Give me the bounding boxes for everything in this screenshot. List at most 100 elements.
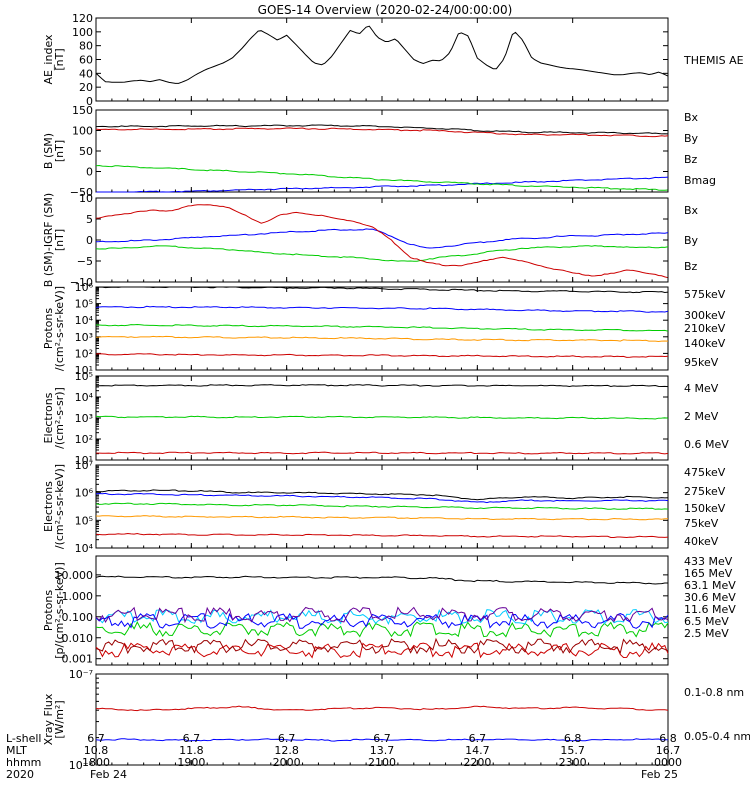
y-tick-label: 5 <box>86 213 93 226</box>
legend-entry: 150keV <box>684 502 726 515</box>
y-tick-label: −10 <box>70 276 93 289</box>
panel-protons1: 10¹ 10² 10³ 10⁴ 10⁵ 10⁶ Protons/(cm²-s-sr-keV)… <box>42 281 726 377</box>
legend-entry: 475keV <box>684 466 726 479</box>
y-tick-label: 0.001 <box>62 653 94 666</box>
series-line-30-6-mev <box>95 620 669 638</box>
y-tick-label: 10³ <box>75 412 93 425</box>
y-tick-label: 10⁵ <box>75 370 93 383</box>
panel-frame <box>95 197 669 283</box>
y-tick-label: 10² <box>75 433 93 446</box>
x-tick-label-lshell: 6.7 <box>469 732 487 745</box>
legend-entry: 2 MeV <box>684 410 719 423</box>
y-axis-label: AE_index <box>42 34 55 85</box>
y-axis-label: [nT] <box>53 140 66 162</box>
y-tick-label: 10¹ <box>75 454 93 467</box>
y-tick-label: 10⁴ <box>75 542 94 555</box>
legend-entry: 6.5 MeV <box>684 615 729 628</box>
y-tick-label: 40 <box>79 67 93 80</box>
y-tick-label: 100 <box>72 125 93 138</box>
x-tick-label-lshell: 6.7 <box>183 732 201 745</box>
y-tick-label: 10⁷ <box>75 459 93 472</box>
legend-entry: By <box>684 132 699 145</box>
legend-entry: 63.1 MeV <box>684 579 736 592</box>
series-line-40kev <box>95 532 669 539</box>
panel-electrons2: 10⁴ 10⁵ 10⁶ 10⁷ Electrons/(cm²-s-sr-keV)] 475… <box>42 459 726 555</box>
series-line-275kev <box>95 492 669 504</box>
series-line-75kev <box>95 515 669 521</box>
y-axis-label: Xray Flux <box>42 693 55 745</box>
x-tick-label-mlt: 13.7 <box>370 744 395 757</box>
legend-entry: 575keV <box>684 288 726 301</box>
series-line-bx <box>95 228 669 249</box>
legend-entry: 30.6 MeV <box>684 591 736 604</box>
series-line-95kev <box>95 353 669 358</box>
y-tick-label: 0 <box>86 234 93 247</box>
series-line-0-6-mev <box>96 451 669 455</box>
y-tick-label: 10³ <box>75 331 93 344</box>
x-tick-label-mlt: 15.7 <box>560 744 585 757</box>
y-axis-label: Protons <box>42 308 55 349</box>
y-tick-label: 60 <box>79 54 93 67</box>
y-tick-label: −50 <box>70 186 93 199</box>
panel-bigrf: −10 −5 0 5 10 B (SM)-IGRF (SM)[nT] Bx By Bz <box>42 192 699 289</box>
y-tick-label: 10⁻⁷ <box>69 668 93 681</box>
x-tick-label-lshell: 6.7 <box>87 732 105 745</box>
series-line-0-1-0-8-nm <box>95 705 669 712</box>
series-line-bz <box>95 204 669 279</box>
y-tick-label: 10.000 <box>55 569 94 582</box>
legend-entry: 40keV <box>684 535 719 548</box>
x-axis-row-label: L-shell <box>6 732 42 745</box>
x-tick-label-lshell: 6.7 <box>278 732 296 745</box>
panel-protons2: 0.001 0.010 0.100 1.000 10.000Protons[p/(cm²… <box>42 555 736 666</box>
panel-frame <box>95 375 669 461</box>
series-line-bz <box>95 127 669 138</box>
y-axis-label: [W/m²] <box>53 700 66 738</box>
y-tick-label: 0.100 <box>62 611 94 624</box>
legend-entry: 0.1-0.8 nm <box>684 686 744 699</box>
legend-entry: 433 MeV <box>684 555 733 568</box>
series-line-themis-ae <box>95 25 669 84</box>
legend-entry: 275keV <box>684 485 726 498</box>
legend-entry: 210keV <box>684 322 726 335</box>
legend-entry: THEMIS AE <box>683 54 744 67</box>
y-axis-label: Electrons <box>42 481 55 532</box>
x-tick-label-mlt: 14.7 <box>465 744 490 757</box>
legend-entry: Bmag <box>684 174 716 187</box>
panel-electrons1: 10¹ 10² 10³ 10⁴ 10⁵ Electrons/(cm²-s-sr)] 4 Me… <box>42 370 729 467</box>
series-line-11-6-mev <box>95 608 669 626</box>
y-tick-label: 10¹ <box>75 364 93 377</box>
legend-entry: 0.6 MeV <box>684 438 729 451</box>
y-axis-label: Electrons <box>42 392 55 443</box>
legend-entry: 2.5 MeV <box>684 627 729 640</box>
y-tick-label: 1.000 <box>62 590 94 603</box>
y-axis-label: [nT] <box>53 229 66 251</box>
series-line-433-mev <box>95 575 668 585</box>
x-tick-label-lshell: 6.8 <box>564 732 582 745</box>
y-axis-label: [nT] <box>53 48 66 70</box>
y-axis-label: /(cm²-s-sr-keV)] <box>53 286 66 371</box>
series-line-210kev <box>95 323 669 332</box>
series-line-2-mev <box>95 415 669 420</box>
y-tick-label: 0.010 <box>62 632 94 645</box>
y-tick-label: 120 <box>72 12 93 25</box>
y-axis-label: [p/(cm²-s-sr-keV)] <box>53 562 66 659</box>
x-tick-label-lshell: 6.8 <box>659 732 677 745</box>
y-tick-label: −5 <box>77 255 93 268</box>
panel-frame <box>95 17 669 102</box>
legend-entry: 95keV <box>684 356 719 369</box>
y-tick-label: 100 <box>72 26 93 39</box>
x-tick-label-mlt: 10.8 <box>84 744 109 757</box>
series-line-4-mev <box>95 384 669 388</box>
legend-entry: 165 MeV <box>684 567 733 580</box>
x-tick-label-mlt: 11.8 <box>179 744 204 757</box>
series-line-2-5-mev <box>95 606 669 624</box>
series-line-by <box>95 245 669 262</box>
y-tick-label: 0 <box>86 166 93 179</box>
y-axis-label: /(cm²-s-sr)] <box>53 387 66 449</box>
legend-entry: 300keV <box>684 309 726 322</box>
y-tick-label: 10⁵ <box>75 514 93 527</box>
y-tick-label: 10⁶ <box>75 487 94 500</box>
legend-entry: 0.05-0.4 nm <box>684 730 750 743</box>
